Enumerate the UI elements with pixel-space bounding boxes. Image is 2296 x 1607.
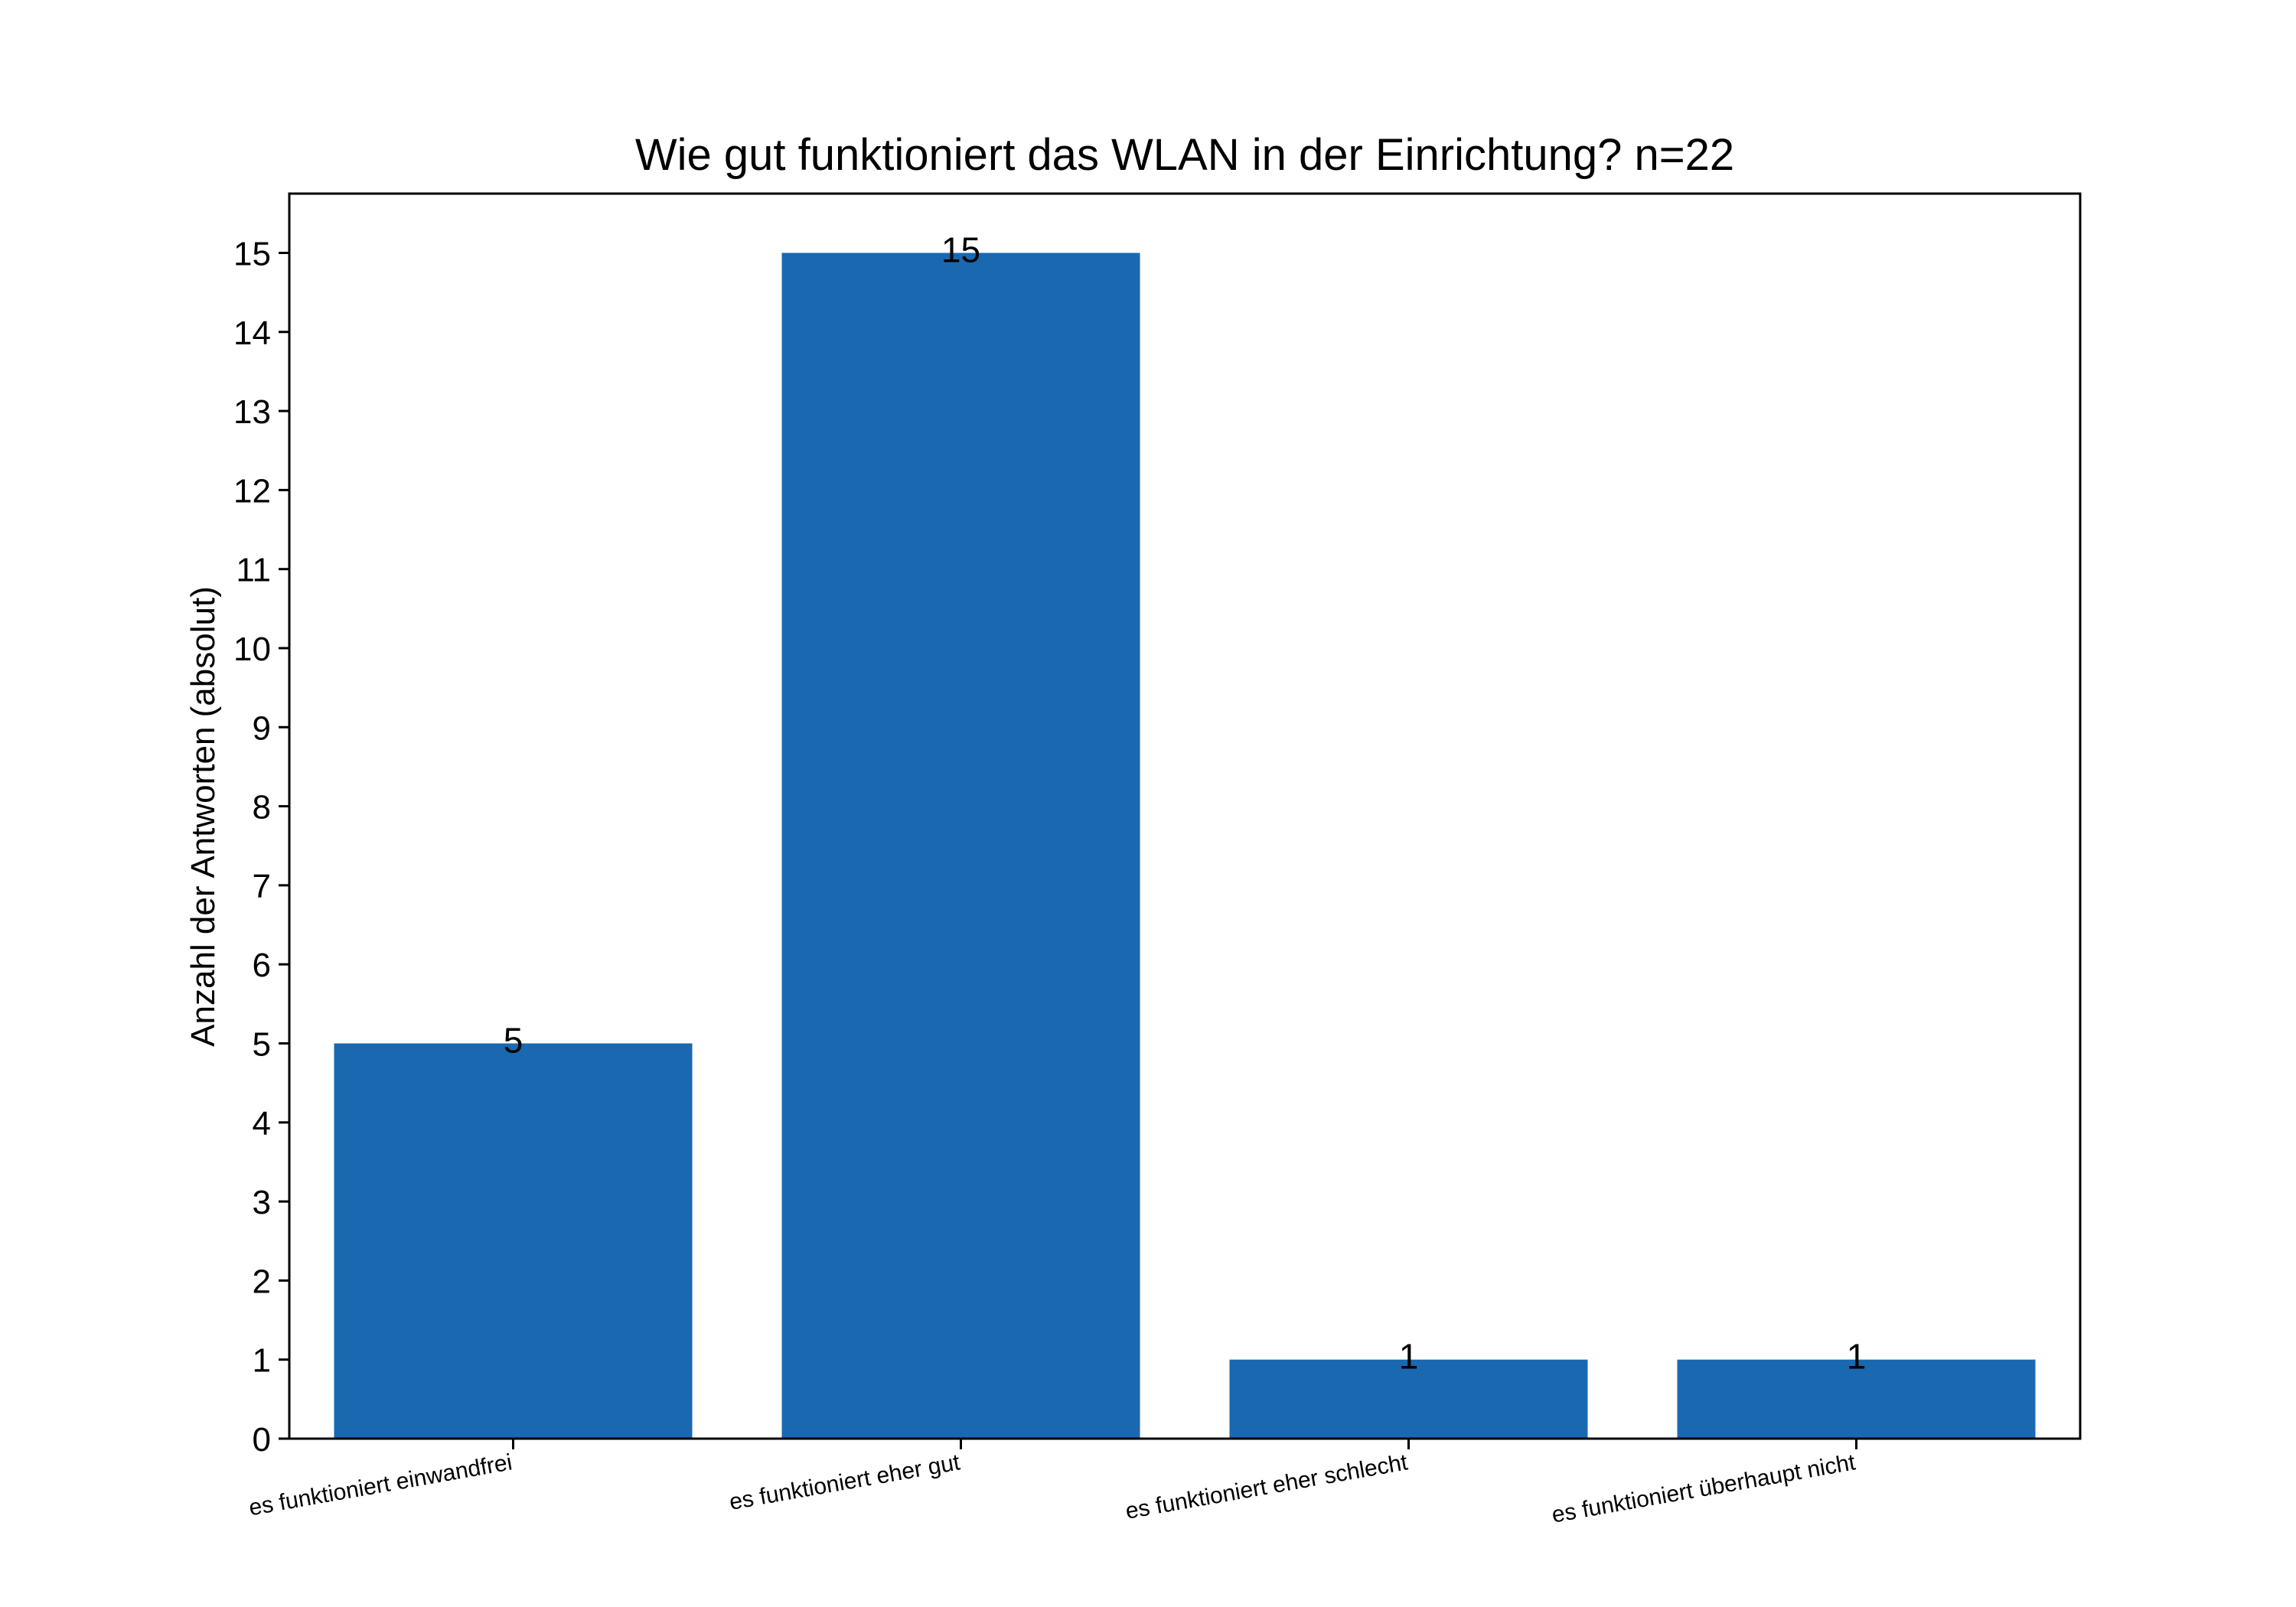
plot-frame [288,192,2082,1440]
bar [1229,1359,1588,1439]
bar [334,1043,693,1439]
y-tick-label: 4 [253,1105,271,1143]
x-tick-label: es funktioniert eher schlecht [1124,1449,1410,1524]
x-tick-label: es funktioniert überhaupt nicht [1550,1449,1857,1527]
y-tick-label: 15 [233,235,271,272]
y-tick-label: 1 [253,1342,271,1380]
y-tick-label: 2 [253,1263,271,1300]
chart-title: Wie gut funktioniert das WLAN in der Ein… [635,130,1734,180]
y-tick-label: 0 [253,1421,271,1459]
y-tick-label: 14 [233,315,271,352]
y-axis-label: Anzahl der Antworten (absolut) [184,586,222,1047]
y-tick-label: 7 [253,868,271,905]
bar-value-label: 1 [1847,1337,1867,1377]
bar [781,253,1140,1439]
y-tick-label: 8 [253,789,271,826]
x-tick-label: es funktioniert einwandfrei [247,1449,514,1521]
x-axis: es funktioniert einwandfrei es funktionie… [247,1439,1857,1528]
y-tick-label: 11 [236,552,271,589]
bar-value-label: 1 [1399,1337,1419,1377]
x-tick-label: es funktioniert eher gut [727,1449,962,1515]
y-tick-label: 5 [253,1025,271,1063]
y-tick-label: 13 [233,393,271,431]
y-tick-label: 3 [253,1184,271,1221]
bar-value-label: 5 [504,1020,523,1060]
bar [1677,1359,2036,1439]
y-tick-label: 12 [233,472,271,510]
bars-layer [334,253,2036,1439]
y-tick-label: 10 [233,631,271,668]
y-tick-label: 9 [253,709,271,747]
data-labels-layer: 5 15 1 1 [504,230,1867,1376]
bar-value-label: 15 [941,230,980,269]
y-tick-label: 6 [253,947,271,984]
